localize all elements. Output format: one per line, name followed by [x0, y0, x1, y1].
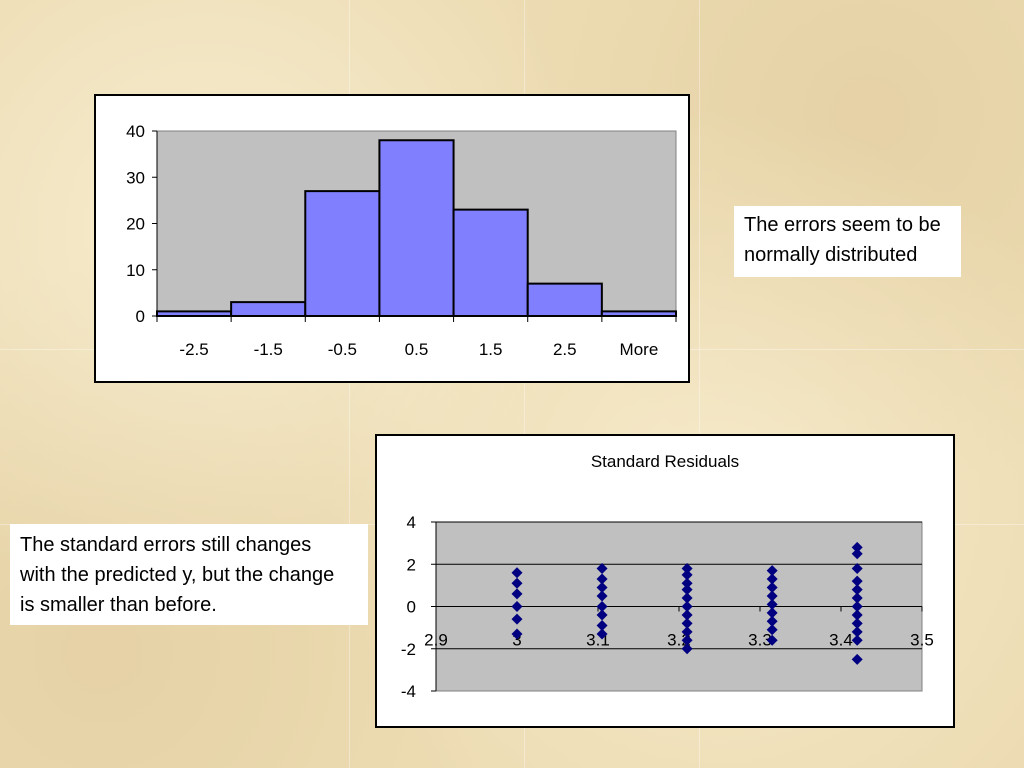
x-tick-label: 1.5 [479, 340, 503, 359]
residual-point [851, 617, 863, 629]
histogram-bar [452, 208, 529, 317]
histogram-note: The errors seem to be normally distribut… [734, 206, 961, 277]
note-line: is smaller than before. [20, 594, 217, 616]
histogram-svg: 0 10 20 30 40 -2.5 -1.5 -0.5 0.5 1.5 2.5 More [126, 122, 678, 359]
residual-point [766, 607, 778, 619]
residual-point [596, 573, 608, 585]
residual-point [596, 609, 608, 621]
residual-point [511, 628, 523, 640]
residual-point [596, 590, 608, 602]
residual-point [766, 565, 778, 577]
y-tick-label: 30 [126, 168, 145, 187]
y-tick-label: 0 [407, 598, 416, 617]
histogram-bar [230, 301, 307, 317]
x-tick-label: -0.5 [328, 340, 357, 359]
note-line: The standard errors still changes [20, 534, 312, 556]
residual-point [851, 562, 863, 574]
residual-point [681, 569, 693, 581]
y-tick-label: 2 [407, 555, 416, 574]
residual-point [851, 653, 863, 665]
residual-point [511, 577, 523, 589]
note-line: The errors seem to be [744, 214, 941, 236]
residual-point [851, 548, 863, 560]
residual-point [851, 575, 863, 587]
background-seam [699, 0, 700, 768]
residual-point [681, 562, 693, 574]
residual-point [681, 643, 693, 655]
residual-point [851, 609, 863, 621]
x-tick-label: 3 [512, 631, 521, 650]
residual-point [766, 634, 778, 646]
residual-point [851, 584, 863, 596]
residual-point [511, 567, 523, 579]
residual-point [681, 601, 693, 612]
y-tick-label: 40 [126, 122, 145, 141]
x-tick-label: -1.5 [254, 340, 283, 359]
y-tick-label: -4 [401, 682, 416, 701]
x-tick-label: -2.5 [179, 340, 208, 359]
residual-point [596, 620, 608, 632]
x-tick-label: 2.5 [553, 340, 577, 359]
residual-point [681, 584, 693, 596]
residual-point [851, 626, 863, 638]
y-tick-label: 4 [407, 513, 416, 532]
residuals-note: The standard errors still changes with t… [10, 524, 368, 625]
residual-point [766, 615, 778, 627]
histogram-chart: 0 10 20 30 40 -2.5 -1.5 -0.5 0.5 1.5 2.5 More [94, 94, 690, 383]
residual-point [766, 598, 778, 610]
residual-point [766, 624, 778, 636]
residual-point [511, 588, 523, 600]
residual-point [511, 601, 523, 612]
residual-point [681, 634, 693, 646]
x-tick-label: 0.5 [405, 340, 429, 359]
residual-point [681, 592, 693, 604]
background-seam [524, 0, 525, 768]
note-line: with the predicted y, but the change [20, 564, 335, 586]
residual-point [596, 601, 608, 612]
y-tick-label: 10 [126, 261, 145, 280]
residual-point [596, 581, 608, 593]
histogram-bar [600, 310, 678, 317]
residual-point [766, 581, 778, 593]
residuals-chart: Standard Residuals 4 2 0 -2 -4 2.9 3 3.1 3.2 3.3 3.… [375, 434, 955, 728]
residual-point [851, 601, 863, 612]
histogram-bar [378, 139, 455, 317]
histogram-bar [304, 190, 381, 317]
y-tick-label: 0 [136, 307, 145, 326]
x-tick-label: 3.3 [748, 631, 772, 650]
residual-point [596, 562, 608, 574]
residual-point [851, 634, 863, 646]
x-tick-label: 3.4 [829, 631, 853, 650]
x-tick-label: More [620, 340, 659, 359]
note-line: normally distributed [744, 244, 918, 266]
residual-point [681, 626, 693, 638]
y-tick-label: -2 [401, 640, 416, 659]
residual-point [681, 577, 693, 589]
residual-point [596, 628, 608, 640]
residual-point [766, 590, 778, 602]
chart-title: Standard Residuals [591, 452, 739, 471]
histogram-bar [156, 310, 233, 317]
histogram-bar [526, 282, 603, 317]
x-tick-label: 2.9 [424, 631, 448, 650]
residual-point [681, 617, 693, 629]
x-tick-label: 3.2 [667, 631, 691, 650]
residual-point [681, 609, 693, 621]
background-seam [349, 0, 350, 768]
residual-point [851, 541, 863, 553]
residual-point [766, 573, 778, 585]
residual-point [511, 613, 523, 625]
y-tick-label: 20 [126, 215, 145, 234]
residual-point [851, 592, 863, 604]
x-tick-label: 3.5 [910, 631, 934, 650]
